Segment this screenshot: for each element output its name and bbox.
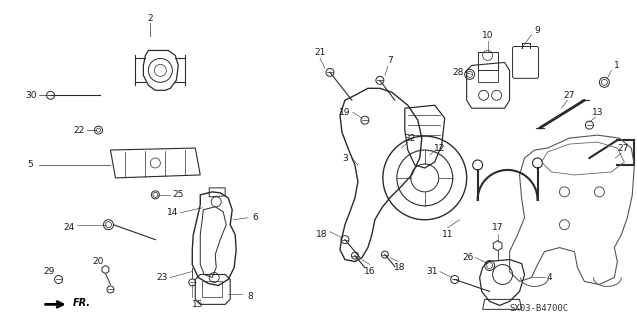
Text: 22: 22 <box>73 126 84 135</box>
Text: 30: 30 <box>25 91 36 100</box>
Bar <box>478 52 497 70</box>
Text: 11: 11 <box>442 230 454 239</box>
Text: 13: 13 <box>592 108 603 117</box>
Text: 20: 20 <box>93 257 104 266</box>
Text: 1: 1 <box>613 61 619 70</box>
Text: 31: 31 <box>426 267 438 276</box>
Text: 8: 8 <box>247 292 253 301</box>
Text: 26: 26 <box>462 253 473 262</box>
Text: 29: 29 <box>43 267 54 276</box>
Text: 18: 18 <box>316 230 328 239</box>
Text: 7: 7 <box>387 56 393 65</box>
Text: SX03-B4700C: SX03-B4700C <box>510 304 569 313</box>
Text: 15: 15 <box>192 300 203 309</box>
Text: 16: 16 <box>364 267 376 276</box>
Text: 10: 10 <box>482 31 494 40</box>
Text: 6: 6 <box>252 213 258 222</box>
Text: 14: 14 <box>167 208 178 217</box>
Text: 19: 19 <box>339 108 351 117</box>
Text: 9: 9 <box>534 26 540 35</box>
Text: 23: 23 <box>157 273 168 282</box>
Text: 18: 18 <box>394 263 406 272</box>
Text: 27: 27 <box>564 91 575 100</box>
Text: 21: 21 <box>314 48 326 57</box>
Text: 2: 2 <box>148 14 153 23</box>
Text: 28: 28 <box>452 68 463 77</box>
Text: 4: 4 <box>547 273 552 282</box>
Text: FR.: FR. <box>73 298 90 308</box>
Text: 3: 3 <box>342 154 348 163</box>
Text: 25: 25 <box>173 190 184 199</box>
Text: 27: 27 <box>618 144 629 153</box>
Text: 32: 32 <box>404 133 415 143</box>
Bar <box>203 282 222 297</box>
Text: 5: 5 <box>28 160 34 170</box>
Text: 17: 17 <box>492 223 503 232</box>
Text: 12: 12 <box>434 144 445 153</box>
Text: 24: 24 <box>63 223 74 232</box>
